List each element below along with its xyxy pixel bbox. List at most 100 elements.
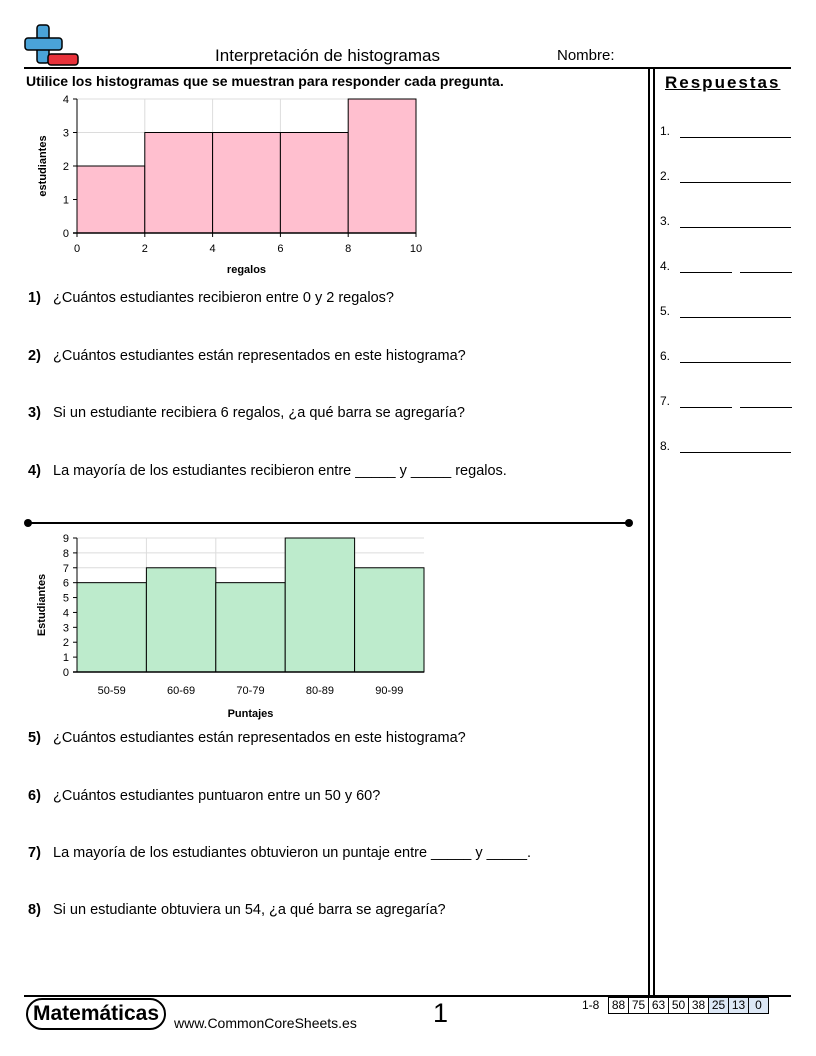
question-text: ¿Cuántos estudiantes puntuaron entre un … xyxy=(53,788,381,804)
y-tick-label: 7 xyxy=(63,563,69,575)
score-cell: 88 xyxy=(608,997,629,1014)
answers-title: Respuestas xyxy=(665,73,781,92)
answer-number: 2. xyxy=(660,169,671,183)
page-number: 1 xyxy=(433,998,449,1028)
y-axis-label: Estudiantes xyxy=(36,574,48,636)
answer-blank[interactable] xyxy=(680,137,791,138)
footer-divider xyxy=(24,995,791,997)
answer-blank[interactable] xyxy=(680,272,732,273)
histogram-regalos: 0 1 2 3 4 0 2 4 6 8 10 regalos estudiantes xyxy=(37,94,422,276)
question-3: 3) Si un estudiante recibiera 6 regalos, … xyxy=(28,405,465,421)
y-tick-label: 0 xyxy=(63,228,69,240)
x-tick-label: 50-59 xyxy=(98,685,126,697)
histogram-bar xyxy=(354,567,425,673)
x-tick-label: 60-69 xyxy=(167,685,195,697)
x-axis-label: Puntajes xyxy=(228,708,274,720)
question-text: ¿Cuántos estudiantes están representados… xyxy=(53,730,466,746)
histogram-bar xyxy=(76,582,147,673)
answer-number: 4. xyxy=(660,259,671,273)
x-tick-label: 70-79 xyxy=(236,685,264,697)
question-2: 2) ¿Cuántos estudiantes están representad… xyxy=(28,348,466,364)
question-6: 6) ¿Cuántos estudiantes puntuaron entre u… xyxy=(28,788,380,804)
y-tick-label: 2 xyxy=(63,637,69,649)
x-tick-label: 0 xyxy=(74,243,80,255)
question-text: ¿Cuántos estudiantes recibieron entre 0 … xyxy=(53,290,394,306)
score-cell: 63 xyxy=(648,997,669,1014)
score-cell: 38 xyxy=(688,997,709,1014)
question-number: 5) xyxy=(28,730,41,746)
y-tick-label: 1 xyxy=(63,195,69,207)
question-8: 8) Si un estudiante obtuviera un 54, ¿a q… xyxy=(28,902,446,918)
histogram-bar xyxy=(144,132,214,234)
question-5: 5) ¿Cuántos estudiantes están representad… xyxy=(28,730,466,746)
site-url: www.CommonCoreSheets.es xyxy=(174,1015,357,1031)
question-number: 6) xyxy=(28,788,41,804)
question-4: 4) La mayoría de los estudiantes recibier… xyxy=(28,463,507,479)
y-tick-label: 2 xyxy=(63,161,69,173)
histogram-puntajes: 0 1 2 3 4 5 6 7 8 9 50-59 60-69 70-79 80-89 90-99 Punta… xyxy=(36,533,425,720)
x-tick-label: 90-99 xyxy=(375,685,403,697)
score-cell: 75 xyxy=(628,997,649,1014)
answer-blank[interactable] xyxy=(680,227,791,228)
answer-number: 6. xyxy=(660,349,671,363)
score-range: 1-8 xyxy=(582,998,600,1012)
x-tick-label: 4 xyxy=(210,243,216,255)
x-tick-label: 10 xyxy=(410,243,422,255)
histogram-bar xyxy=(212,132,281,234)
plus-minus-logo-icon xyxy=(24,24,79,66)
answer-blank[interactable] xyxy=(680,407,732,408)
answer-blank[interactable] xyxy=(680,182,791,183)
answer-blank[interactable] xyxy=(680,452,791,453)
question-number: 2) xyxy=(28,348,41,364)
y-tick-label: 4 xyxy=(63,94,69,106)
separator-dot-right xyxy=(625,519,633,527)
question-text: La mayoría de los estudiantes recibieron… xyxy=(53,463,507,479)
score-cell: 13 xyxy=(728,997,749,1014)
answer-blank[interactable] xyxy=(740,272,792,273)
question-number: 4) xyxy=(28,463,41,479)
answer-number: 1. xyxy=(660,124,671,138)
header-divider xyxy=(24,67,791,69)
y-tick-label: 3 xyxy=(63,622,69,634)
answer-number: 8. xyxy=(660,439,671,453)
x-tick-label: 2 xyxy=(142,243,148,255)
name-label: Nombre: xyxy=(557,47,615,64)
separator-dot-left xyxy=(24,519,32,527)
y-tick-label: 9 xyxy=(63,533,69,545)
histogram-bar xyxy=(215,582,286,673)
instructions: Utilice los histogramas que se muestran … xyxy=(26,73,504,89)
y-tick-label: 8 xyxy=(63,548,69,560)
answer-column-divider xyxy=(648,67,650,996)
y-tick-label: 4 xyxy=(63,607,69,619)
question-1: 1) ¿Cuántos estudiantes recibieron entre … xyxy=(28,290,394,306)
y-tick-label: 3 xyxy=(63,128,69,140)
question-text: Si un estudiante obtuviera un 54, ¿a qué… xyxy=(53,902,446,918)
score-table: 88 75 63 50 38 25 13 0 xyxy=(608,997,769,1014)
y-tick-label: 5 xyxy=(63,593,69,605)
question-number: 7) xyxy=(28,845,41,861)
answer-number: 3. xyxy=(660,214,671,228)
score-cell: 25 xyxy=(708,997,729,1014)
histogram-bar xyxy=(279,132,349,234)
question-text: La mayoría de los estudiantes obtuvieron… xyxy=(53,845,532,861)
question-number: 8) xyxy=(28,902,41,918)
x-tick-label: 8 xyxy=(345,243,351,255)
histogram-bar xyxy=(145,567,217,673)
score-cell: 50 xyxy=(668,997,689,1014)
x-axis-label: regalos xyxy=(227,264,266,276)
answer-blank[interactable] xyxy=(680,362,791,363)
section-separator xyxy=(26,522,630,524)
question-text: ¿Cuántos estudiantes están representados… xyxy=(53,348,466,364)
question-text: Si un estudiante recibiera 6 regalos, ¿a… xyxy=(53,405,465,421)
answer-number: 5. xyxy=(660,304,671,318)
answer-column-divider-2 xyxy=(653,67,655,996)
x-tick-label: 80-89 xyxy=(306,685,334,697)
brand-badge: Matemáticas xyxy=(26,998,166,1030)
y-tick-label: 1 xyxy=(63,652,69,664)
y-axis-label: estudiantes xyxy=(37,135,49,196)
answer-blank[interactable] xyxy=(680,317,791,318)
question-number: 1) xyxy=(28,290,41,306)
question-7: 7) La mayoría de los estudiantes obtuvier… xyxy=(28,845,531,861)
x-tick-label: 6 xyxy=(277,243,283,255)
answer-blank[interactable] xyxy=(740,407,792,408)
